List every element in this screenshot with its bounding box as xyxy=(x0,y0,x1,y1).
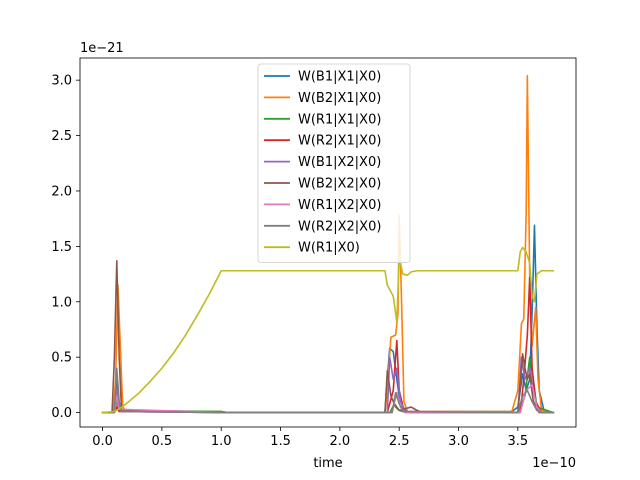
legend-entry-label: W(B1|X1|X0) xyxy=(298,70,381,85)
legend-entry-label: W(R1|X0) xyxy=(298,241,360,256)
legend-entry-label: W(R1|X1|X0) xyxy=(298,112,381,127)
x-axis-ticks: 0.0 0.5 1.0 1.5 2.0 2.5 3.0 3.5 xyxy=(92,427,528,449)
legend: W(B1|X1|X0) W(B2|X1|X0) W(R1|X1|X0) W(R2|X1… xyxy=(257,63,411,264)
legend-box xyxy=(257,63,411,264)
y-tick-label: 2.5 xyxy=(51,129,72,144)
x-tick-label: 0.5 xyxy=(152,434,173,449)
legend-entry-label: W(R2|X1|X0) xyxy=(298,134,381,149)
y-tick-label: 1.5 xyxy=(51,240,72,255)
legend-entry-label: W(B1|X2|X0) xyxy=(298,155,381,170)
plot-frame xyxy=(79,57,577,428)
y-tick-label: 0.5 xyxy=(51,351,72,366)
y-offset-label: 1e−21 xyxy=(80,41,124,56)
legend-entry-label: W(B2|X2|X0) xyxy=(298,177,381,192)
x-offset-label: 1e−10 xyxy=(532,456,576,471)
x-axis-label: time xyxy=(313,456,342,471)
y-axis-ticks: 0.0 0.5 1.0 1.5 2.0 2.5 3.0 xyxy=(51,74,80,421)
series-line-6 xyxy=(101,259,555,414)
y-tick-label: 0.0 xyxy=(51,406,72,421)
legend-entry-label: W(R2|X2|X0) xyxy=(298,219,381,234)
x-tick-label: 3.0 xyxy=(448,434,469,449)
series-line-9 xyxy=(101,246,555,414)
legend-entry-label: W(R1|X2|X0) xyxy=(298,198,381,213)
x-tick-label: 1.5 xyxy=(270,434,291,449)
x-tick-label: 2.0 xyxy=(330,434,351,449)
x-tick-label: 0.0 xyxy=(92,434,113,449)
legend-entry-label: W(B2|X1|X0) xyxy=(298,91,381,106)
x-tick-label: 1.0 xyxy=(211,434,232,449)
y-tick-label: 3.0 xyxy=(51,74,72,89)
x-tick-label: 2.5 xyxy=(389,434,410,449)
y-tick-label: 2.0 xyxy=(51,184,72,199)
series-line-8 xyxy=(101,367,555,414)
y-tick-label: 1.0 xyxy=(51,295,72,310)
x-tick-label: 3.5 xyxy=(508,434,529,449)
